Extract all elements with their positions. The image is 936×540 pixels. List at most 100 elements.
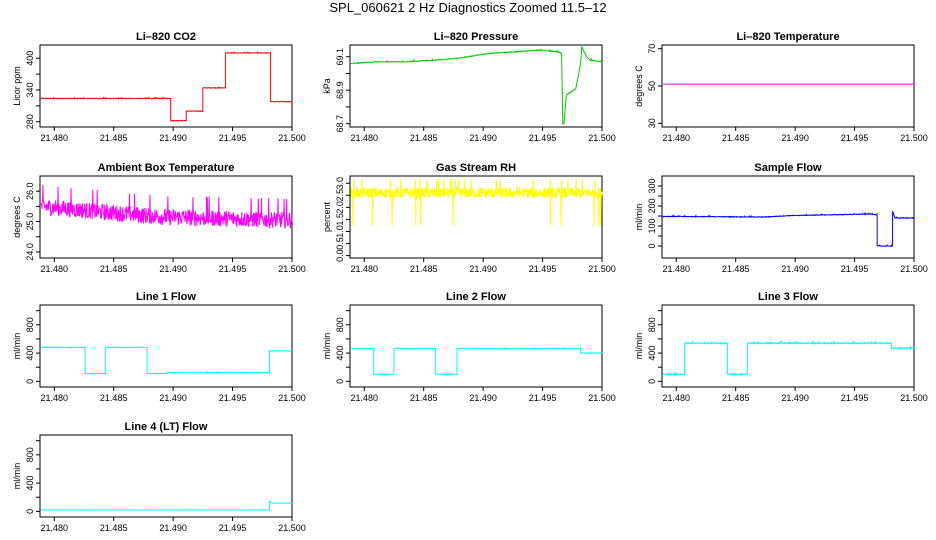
plot-frame <box>661 304 915 388</box>
series-line <box>40 345 293 375</box>
panel-title: Line 2 Flow <box>446 291 506 303</box>
series-line <box>350 178 603 226</box>
y-tick-label: 400 <box>335 346 345 361</box>
x-tick-label: 21.480 <box>40 393 68 403</box>
chart-panel-8: Line 2 Flow 21.480 21.485 21.490 21.495 21.50… <box>322 291 616 403</box>
y-tick-label: 800 <box>25 447 35 462</box>
x-tick-label: 21.480 <box>662 393 690 403</box>
x-tick-label: 21.490 <box>781 393 809 403</box>
x-tick-label: 21.485 <box>722 393 750 403</box>
x-tick-label: 21.485 <box>410 264 438 274</box>
chart-panel-5: Gas Stream RH 21.480 21.485 21.490 21.495 21.… <box>322 162 616 274</box>
x-tick-label: 21.500 <box>278 133 306 143</box>
chart-panel-3: Li–820 Temperature 21.480 21.485 21.490 21.4… <box>634 31 928 143</box>
y-tick-label: 400 <box>25 51 35 66</box>
y-axis-label: ml/min <box>12 463 22 490</box>
y-tick-label: 0 <box>335 379 345 384</box>
plot-frame <box>661 44 915 128</box>
y-tick-label: 30 <box>647 118 657 128</box>
panel-title: Li–820 Temperature <box>736 31 839 43</box>
y-tick-label: 0.5 <box>335 237 345 250</box>
panel-title: Li–820 CO2 <box>136 31 196 43</box>
x-tick-label: 21.485 <box>100 133 128 143</box>
x-tick-label: 21.490 <box>469 393 497 403</box>
y-tick-label: 0.0 <box>335 249 345 262</box>
x-tick-label: 21.485 <box>100 523 128 533</box>
x-tick-label: 21.500 <box>588 133 616 143</box>
y-tick-label: 200 <box>647 198 657 213</box>
plot-frame <box>349 175 603 259</box>
y-tick-label: 0 <box>25 509 35 514</box>
y-axis-label: degrees C <box>634 65 644 107</box>
chart-panel-4: Ambient Box Temperature 21.480 21.485 21.49… <box>12 162 306 274</box>
y-tick-label: 26.0 <box>25 182 35 200</box>
y-tick-label: 800 <box>647 317 657 332</box>
y-axis-label: percent <box>322 201 332 232</box>
x-tick-label: 21.485 <box>722 133 750 143</box>
x-tick-label: 21.485 <box>410 133 438 143</box>
x-tick-label: 21.495 <box>219 393 247 403</box>
series-line <box>662 210 915 248</box>
series-line <box>40 500 293 511</box>
x-tick-label: 21.500 <box>278 523 306 533</box>
x-tick-label: 21.490 <box>469 133 497 143</box>
panel-title: Sample Flow <box>754 162 822 174</box>
x-tick-label: 21.495 <box>841 393 869 403</box>
x-tick-label: 21.490 <box>159 264 187 274</box>
panel-title: Line 1 Flow <box>136 291 196 303</box>
y-tick-label: 400 <box>25 346 35 361</box>
y-tick-label: 400 <box>25 476 35 491</box>
x-tick-label: 21.485 <box>100 393 128 403</box>
panel-title: Line 4 (LT) Flow <box>125 421 208 433</box>
x-tick-label: 21.485 <box>100 264 128 274</box>
y-tick-label: 68.7 <box>335 115 345 133</box>
chart-panel-9: Line 3 Flow 21.480 21.485 21.490 21.495 21.50… <box>634 291 928 403</box>
panel-title: Ambient Box Temperature <box>98 162 235 174</box>
y-tick-label: 50 <box>647 81 657 91</box>
x-tick-label: 21.500 <box>900 393 928 403</box>
y-tick-label: 0 <box>647 243 657 248</box>
plot-frame <box>39 434 293 518</box>
x-tick-label: 21.490 <box>159 523 187 533</box>
y-tick-label: 3.0 <box>335 177 345 190</box>
plot-frame <box>349 44 603 128</box>
y-tick-label: 2.5 <box>335 189 345 202</box>
y-tick-label: 400 <box>647 346 657 361</box>
chart-panel-7: Line 1 Flow 21.480 21.485 21.490 21.495 21.50… <box>12 291 306 403</box>
x-tick-label: 21.495 <box>841 133 869 143</box>
y-tick-label: 24.0 <box>25 243 35 261</box>
y-axis-label: Licor ppm <box>12 66 22 106</box>
y-axis-label: ml/min <box>12 333 22 360</box>
x-tick-label: 21.480 <box>40 133 68 143</box>
series-line <box>662 339 915 377</box>
y-tick-label: 280 <box>25 114 35 129</box>
x-tick-label: 21.495 <box>219 133 247 143</box>
y-axis-label: ml/min <box>322 333 332 360</box>
chart-panel-1: Li–820 CO2 21.480 21.485 21.490 21.495 21.500… <box>12 31 306 143</box>
x-tick-label: 21.490 <box>159 393 187 403</box>
y-tick-label: 0 <box>647 379 657 384</box>
plot-frame <box>39 44 293 128</box>
y-tick-label: 340 <box>25 82 35 97</box>
x-tick-label: 21.480 <box>662 264 690 274</box>
x-tick-label: 21.490 <box>781 264 809 274</box>
y-axis-label: degrees C <box>12 196 22 238</box>
y-tick-label: 1.5 <box>335 213 345 226</box>
panel-title: Li–820 Pressure <box>434 31 518 43</box>
x-tick-label: 21.500 <box>278 393 306 403</box>
y-tick-label: 800 <box>25 317 35 332</box>
series-line <box>40 185 293 230</box>
x-tick-label: 21.485 <box>410 393 438 403</box>
x-tick-label: 21.500 <box>588 393 616 403</box>
x-tick-label: 21.500 <box>900 264 928 274</box>
series-line <box>350 46 603 125</box>
y-tick-label: 800 <box>335 317 345 332</box>
x-tick-label: 21.495 <box>219 523 247 533</box>
y-tick-label: 70 <box>647 44 657 54</box>
y-tick-label: 69.1 <box>335 48 345 66</box>
x-tick-label: 21.480 <box>40 523 68 533</box>
x-tick-label: 21.480 <box>40 264 68 274</box>
plot-frame <box>661 175 915 259</box>
x-tick-label: 21.490 <box>781 133 809 143</box>
